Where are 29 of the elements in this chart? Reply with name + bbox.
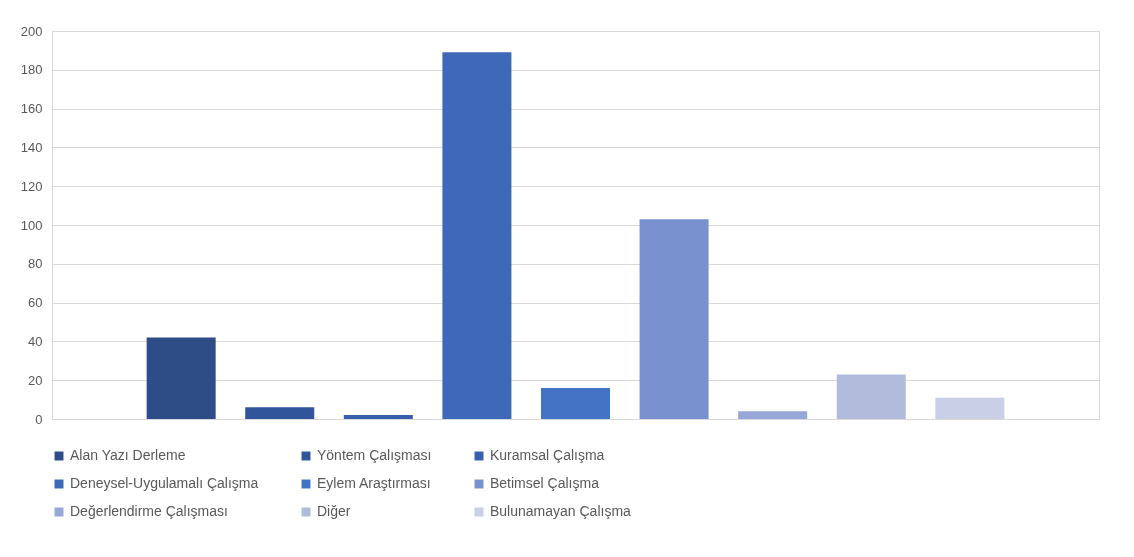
bar	[146, 337, 216, 419]
legend-label: Betimsel Çalışma	[490, 475, 600, 491]
bar	[639, 219, 709, 419]
legend-label: Diğer	[317, 503, 351, 519]
bar	[343, 415, 413, 419]
y-tick-label: 180	[20, 62, 43, 78]
bar	[836, 374, 906, 419]
y-tick-label: 20	[28, 372, 43, 388]
y-tick-label: 80	[28, 256, 43, 272]
y-tick-label: 120	[20, 178, 43, 194]
y-tick-label: 40	[28, 333, 43, 349]
y-tick-label: 0	[35, 411, 43, 427]
bar	[540, 387, 611, 419]
legend-label: Eylem Araştırması	[317, 475, 431, 491]
legend-label: Bulunamayan Çalışma	[490, 503, 632, 519]
y-tick-label: 60	[28, 295, 43, 311]
bar	[935, 397, 1005, 419]
legend-label: Alan Yazı Derleme	[70, 447, 186, 463]
bar	[245, 407, 315, 419]
legend-label: Yöntem Çalışması	[317, 447, 432, 463]
bar	[738, 411, 808, 419]
legend-label: Değerlendirme Çalışması	[70, 503, 228, 519]
y-tick-label: 140	[20, 139, 43, 155]
legend-label: Kuramsal Çalışma	[490, 447, 605, 463]
y-tick-label: 160	[20, 101, 43, 117]
y-tick-label: 200	[20, 23, 43, 39]
y-tick-label: 100	[20, 217, 43, 233]
legend-label: Deneysel-Uygulamalı Çalışma	[70, 475, 259, 491]
bar	[442, 52, 512, 419]
